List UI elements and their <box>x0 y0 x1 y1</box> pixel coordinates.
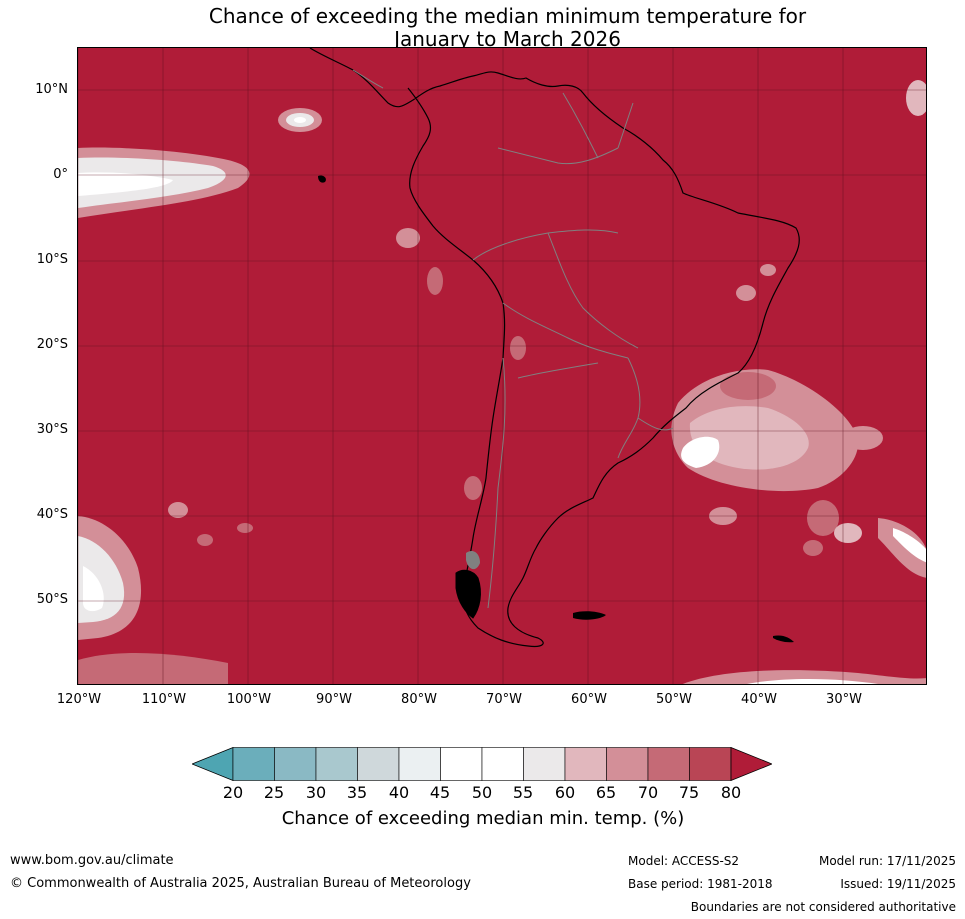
legend-tick-60: 60 <box>554 783 576 802</box>
south-america-coastline <box>309 48 800 648</box>
legend-tick-30: 30 <box>305 783 327 802</box>
lon-label-60w: 60°W <box>571 692 607 707</box>
footer-model: Model: ACCESS-S2 <box>628 854 740 868</box>
legend-arrow-high <box>730 747 772 781</box>
footer-copyright: © Commonwealth of Australia 2025, Austra… <box>10 876 471 891</box>
lat-label-0: 0° <box>53 167 68 182</box>
lon-label-90w: 90°W <box>316 692 352 707</box>
lon-label-110w: 110°W <box>141 692 187 707</box>
footer-issued: Issued: 19/11/2025 <box>840 877 956 891</box>
lat-label-30s: 30°S <box>36 422 68 437</box>
patagonia-ice <box>466 551 480 570</box>
lon-label-40w: 40°W <box>741 692 777 707</box>
probability-map <box>78 48 926 684</box>
lon-label-100w: 100°W <box>226 692 272 707</box>
lat-label-40s: 40°S <box>36 507 68 522</box>
legend-cell <box>689 747 732 781</box>
legend-tick-80: 80 <box>720 783 742 802</box>
lat-label-10n: 10°N <box>35 82 68 97</box>
footer-base-period: Base period: 1981-2018 <box>628 877 773 891</box>
legend-arrow-low <box>192 747 234 781</box>
legend-tick-55: 55 <box>512 783 534 802</box>
legend-cell <box>398 747 441 781</box>
legend-tick-25: 25 <box>263 783 285 802</box>
map-title-line-1: Chance of exceeding the median minimum t… <box>208 4 807 28</box>
legend-cell <box>440 747 483 781</box>
legend-cell <box>523 747 566 781</box>
lat-label-50s: 50°S <box>36 592 68 607</box>
legend-tick-70: 70 <box>637 783 659 802</box>
legend-cell <box>564 747 607 781</box>
patagonia-islands <box>455 569 481 619</box>
lat-label-10s: 10°S <box>36 252 68 267</box>
legend-tick-50: 50 <box>471 783 493 802</box>
footer-model-run: Model run: 17/11/2025 <box>818 854 956 868</box>
legend-title: Chance of exceeding median min. temp. (%… <box>281 808 685 829</box>
legend-tick-45: 45 <box>429 783 451 802</box>
legend-cell <box>274 747 317 781</box>
lon-label-80w: 80°W <box>401 692 437 707</box>
legend-cell <box>232 747 275 781</box>
footer-website: www.bom.gov.au/climate <box>10 853 174 868</box>
legend-tick-35: 35 <box>346 783 368 802</box>
lon-label-120w: 120°W <box>56 692 102 707</box>
legend-tick-65: 65 <box>595 783 617 802</box>
legend-cell <box>481 747 524 781</box>
legend-cell <box>606 747 649 781</box>
legend-cell <box>357 747 400 781</box>
legend-colorbar <box>192 747 772 781</box>
map-title-line-2: January to March 2026 <box>394 27 621 51</box>
legend-tick-75: 75 <box>678 783 700 802</box>
country-borders <box>352 69 674 609</box>
lon-label-70w: 70°W <box>486 692 522 707</box>
legend-tick-40: 40 <box>388 783 410 802</box>
legend-tick-20: 20 <box>222 783 244 802</box>
map-area <box>77 47 927 685</box>
map-gridlines <box>78 48 926 684</box>
lon-label-30w: 30°W <box>826 692 862 707</box>
map-background-high-probability <box>78 48 926 684</box>
lat-label-20s: 20°S <box>36 337 68 352</box>
falkland-islands <box>573 611 606 620</box>
footer-disclaimer: Boundaries are not considered authoritat… <box>690 900 956 914</box>
south-georgia <box>773 635 794 643</box>
galapagos-islands <box>318 175 326 183</box>
legend-cell <box>315 747 358 781</box>
lon-label-50w: 50°W <box>656 692 692 707</box>
legend-cell <box>647 747 690 781</box>
